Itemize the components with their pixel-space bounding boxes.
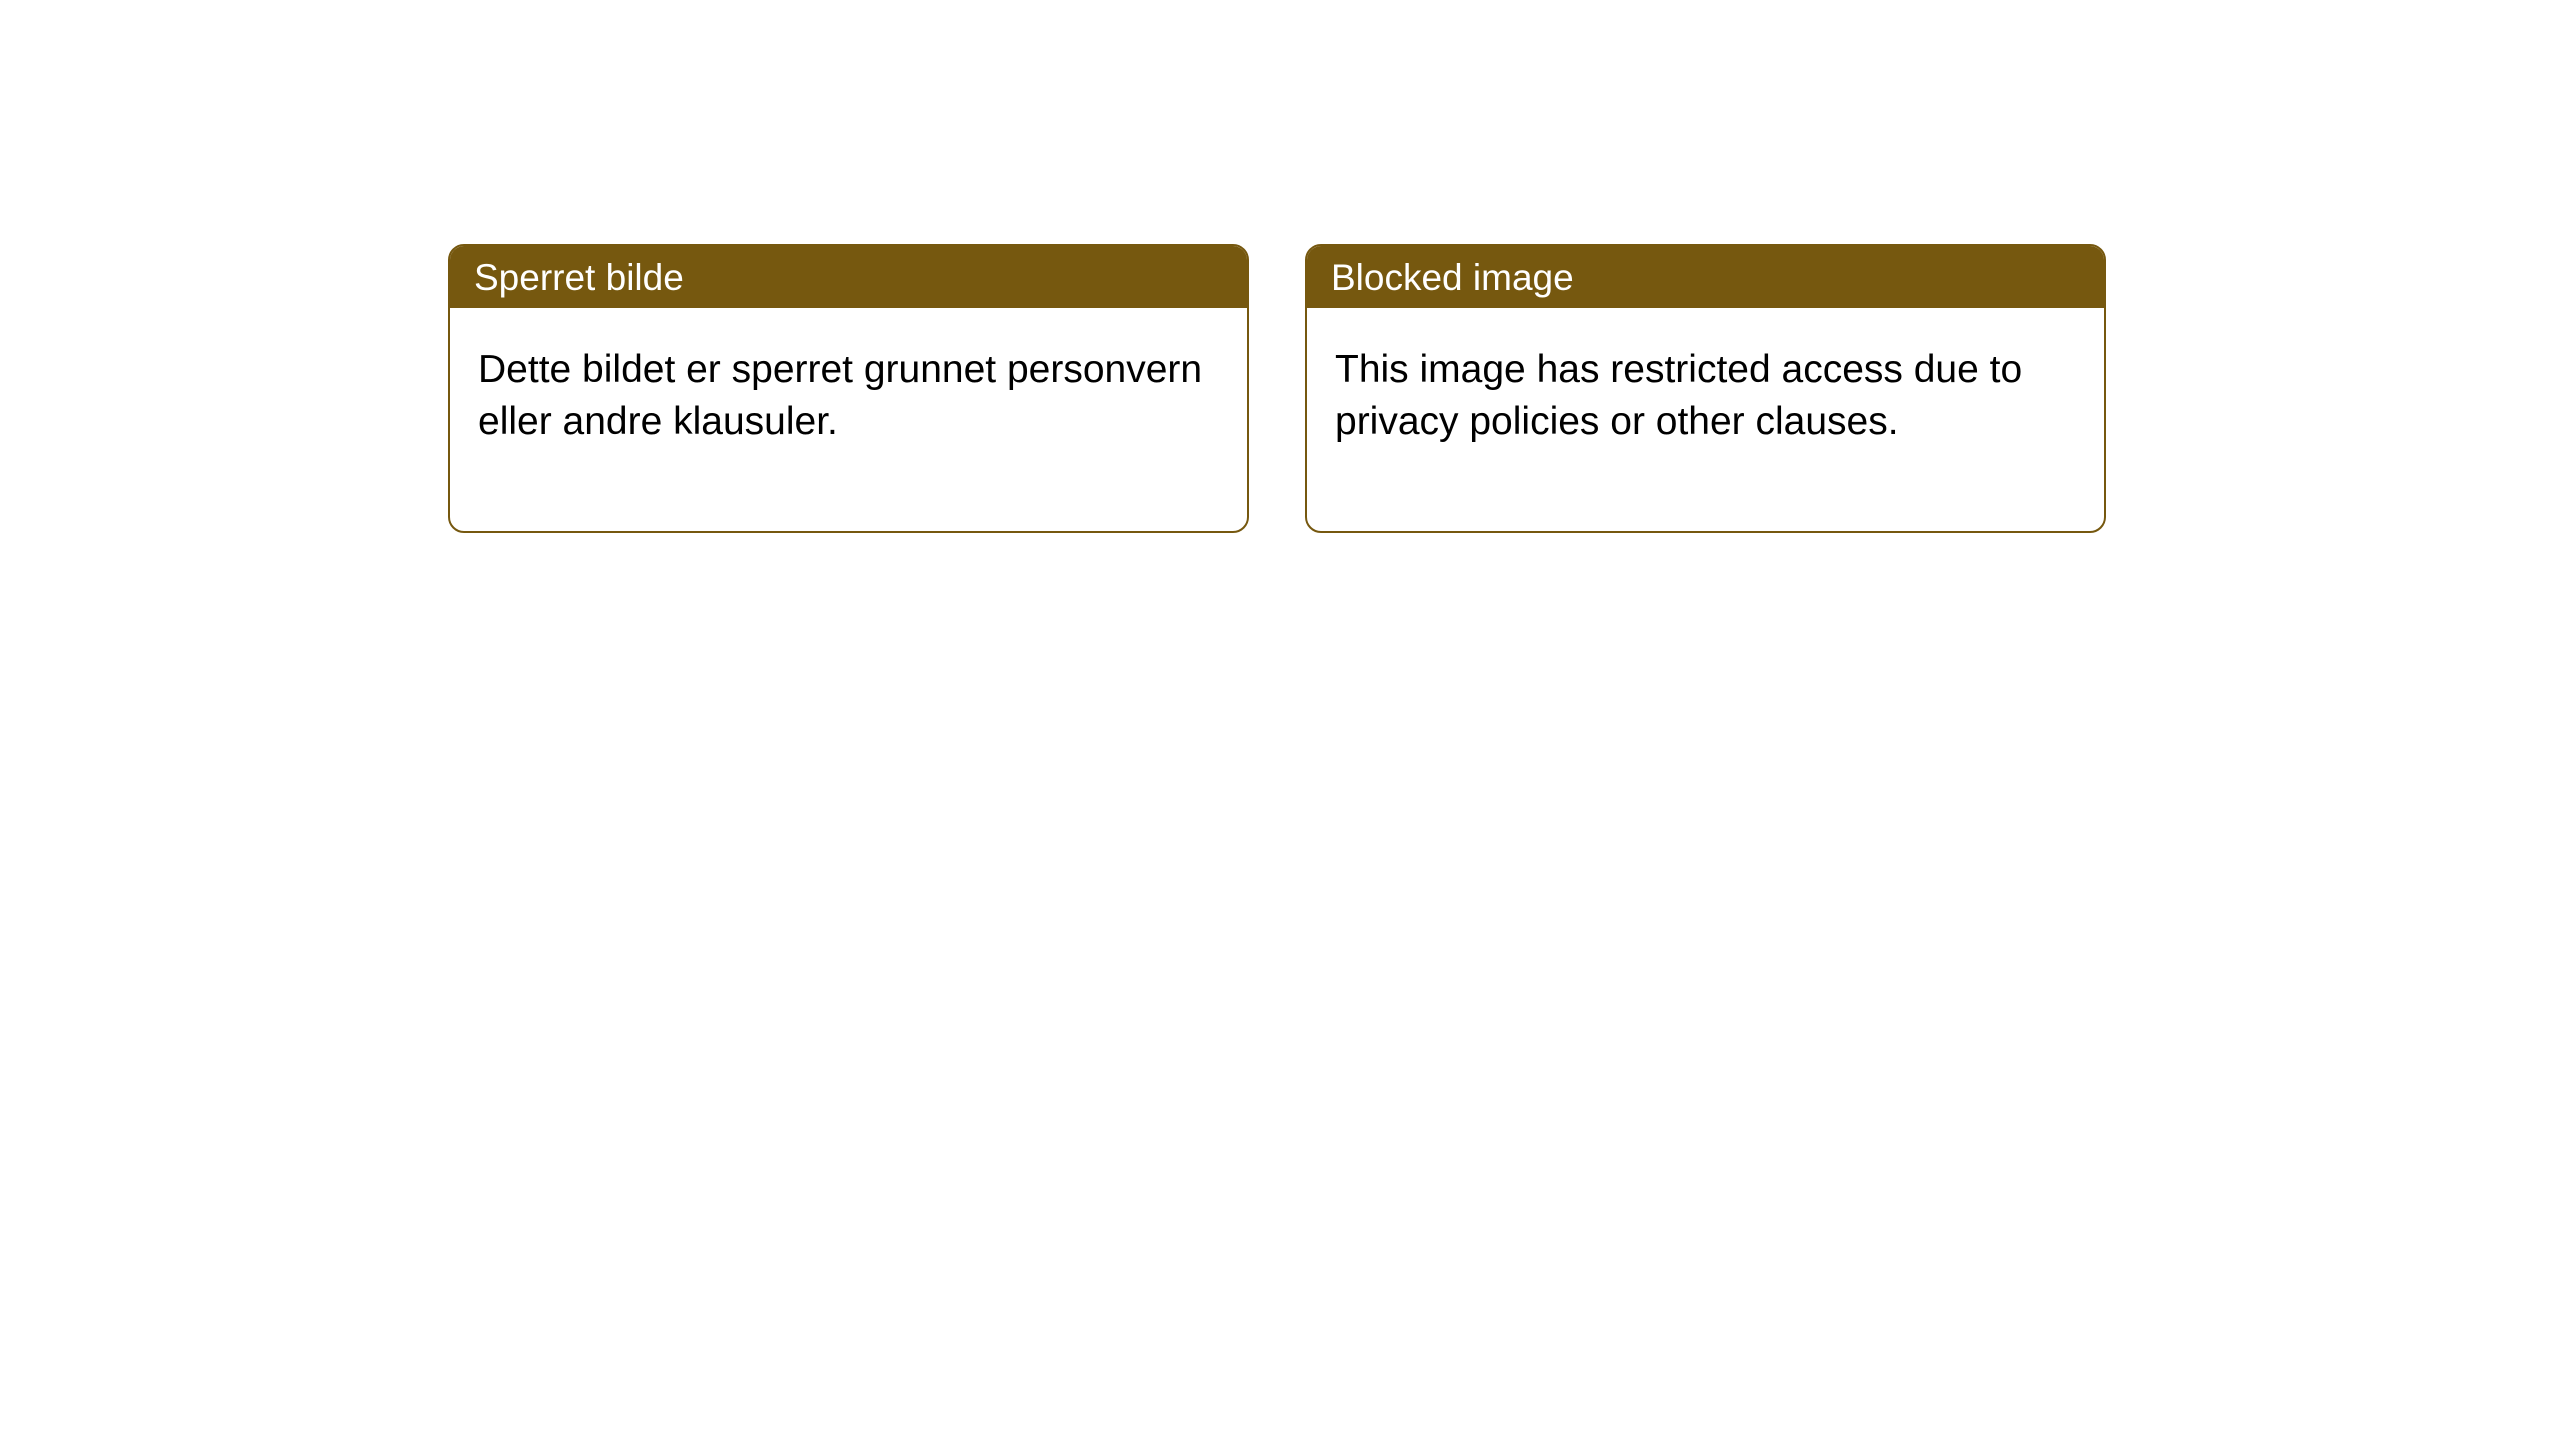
notice-title-english: Blocked image: [1307, 246, 2104, 308]
notice-title-norwegian: Sperret bilde: [450, 246, 1247, 308]
notice-card-norwegian: Sperret bilde Dette bildet er sperret gr…: [448, 244, 1249, 533]
notice-body-english: This image has restricted access due to …: [1307, 308, 2104, 531]
notice-card-english: Blocked image This image has restricted …: [1305, 244, 2106, 533]
notice-body-norwegian: Dette bildet er sperret grunnet personve…: [450, 308, 1247, 531]
notice-container: Sperret bilde Dette bildet er sperret gr…: [0, 0, 2560, 533]
